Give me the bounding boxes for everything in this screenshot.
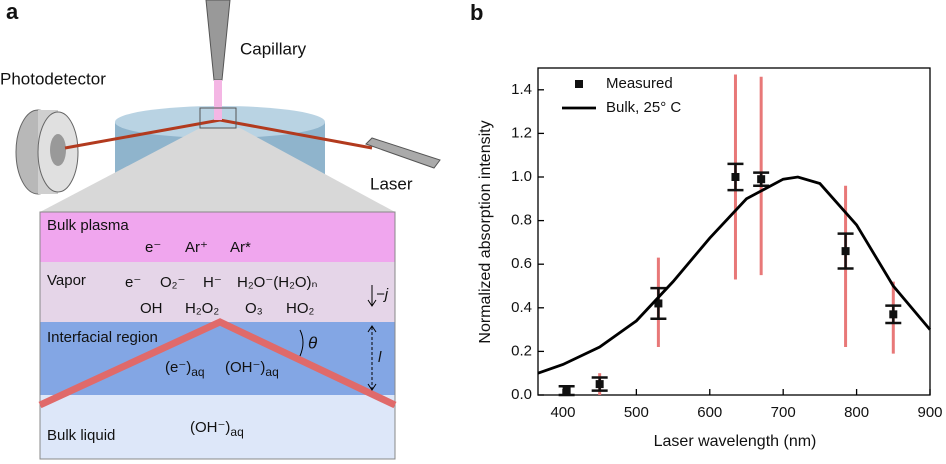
flux-arrowhead — [367, 299, 377, 307]
layer-title: Vapor — [47, 272, 86, 289]
interfacial-layer — [40, 322, 395, 395]
species-sub: aq — [230, 425, 243, 439]
species: O₃ — [245, 300, 263, 317]
y-tick-label: 0.0 — [511, 386, 532, 403]
x-tick-label: 800 — [844, 404, 869, 421]
species: H₂O⁻(H₂O)ₙ — [237, 274, 318, 291]
laser-device — [365, 137, 441, 169]
laser-path — [38, 318, 397, 409]
liquid-layer — [40, 395, 395, 459]
species-sub: aq — [265, 365, 278, 379]
marker — [757, 175, 766, 184]
species: Ar* — [230, 239, 251, 256]
legend-marker — [575, 80, 583, 88]
capillary-label: Capillary — [240, 39, 307, 58]
zoom-projection — [40, 128, 395, 212]
species-sub: aq — [191, 365, 204, 379]
panel-a: a Photodetector Capillary Laser Bulk pla… — [0, 0, 441, 460]
species: (OH⁻)aq — [190, 419, 244, 439]
species: HO₂ — [286, 300, 315, 317]
legend-label: Bulk, 25° C — [606, 99, 681, 116]
laser-label: Laser — [370, 174, 413, 193]
marker — [841, 247, 850, 256]
zoom-box — [39, 211, 396, 460]
species: OH — [140, 300, 163, 317]
marker — [562, 386, 571, 395]
panel-b: b Laser wavelength (nm) Normalized absor… — [470, 0, 943, 450]
y-tick-label: 0.2 — [511, 342, 532, 359]
capillary — [199, 0, 237, 129]
species-base: (e⁻) — [165, 359, 191, 376]
plasma-layer — [40, 212, 395, 262]
y-tick-label: 0.8 — [511, 212, 532, 229]
x-axis-label: Laser wavelength (nm) — [654, 433, 817, 450]
flux-label: −j — [376, 286, 389, 303]
layer-title: Bulk liquid — [47, 427, 115, 444]
species: e⁻ — [145, 239, 161, 256]
plot-frame — [537, 67, 931, 396]
photodetector — [15, 109, 79, 195]
panel-label: a — [6, 0, 19, 24]
marker — [595, 380, 604, 389]
y-tick-label: 1.0 — [511, 168, 532, 185]
layer-title: Bulk plasma — [47, 217, 129, 234]
depth-arrowhead — [367, 383, 377, 391]
x-tick-label: 700 — [771, 404, 796, 421]
depth-label: l — [378, 349, 382, 366]
marker — [731, 173, 740, 181]
x-tick-label: 600 — [697, 404, 722, 421]
x-tick-label: 400 — [550, 404, 575, 421]
curve — [537, 175, 932, 375]
angle-arc — [299, 329, 304, 357]
legend-label: Measured — [606, 75, 673, 92]
species: (OH⁻)aq — [225, 359, 279, 379]
y-tick-label: 0.4 — [511, 299, 532, 316]
x-tick-label: 500 — [624, 404, 649, 421]
species: H₂O₂ — [185, 300, 219, 317]
marker — [654, 299, 663, 308]
species-base: (OH⁻) — [190, 419, 230, 436]
depth-arrowhead — [367, 325, 377, 333]
species: e⁻ — [125, 274, 141, 291]
species: O₂⁻ — [160, 274, 185, 291]
y-tick-label: 1.2 — [511, 124, 532, 141]
marker — [889, 310, 898, 319]
vapor-layer — [40, 262, 395, 322]
species: (e⁻)aq — [165, 359, 205, 379]
panel-label: b — [470, 0, 483, 25]
species-base: (OH⁻) — [225, 359, 265, 376]
y-axis-label: Normalized absorption intensity — [477, 120, 494, 343]
y-tick-label: 1.4 — [511, 81, 532, 98]
layer-title: Interfacial region — [47, 329, 158, 346]
y-tick-label: 0.6 — [511, 255, 532, 272]
x-tick-label: 900 — [917, 404, 942, 421]
photodetector-label: Photodetector — [0, 69, 106, 88]
species: Ar⁺ — [185, 239, 208, 256]
angle-label: θ — [308, 333, 318, 352]
species: H⁻ — [203, 274, 222, 291]
